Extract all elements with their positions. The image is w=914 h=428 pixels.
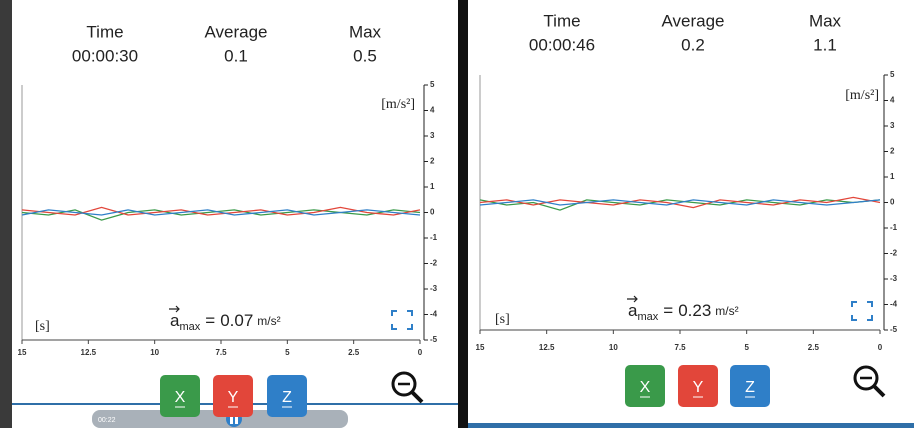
- y-tick-label: 4: [430, 106, 435, 115]
- fullscreen-icon[interactable]: [852, 302, 872, 320]
- series-button-label: Z: [745, 379, 755, 396]
- y-tick-label: -2: [430, 259, 438, 268]
- y-tick-label: 4: [890, 96, 895, 105]
- stat-label: Time: [86, 22, 123, 41]
- y-tick-label: 3: [890, 121, 895, 130]
- x-tick-label: 0: [878, 343, 883, 352]
- a-max-value: 0.23: [678, 301, 711, 320]
- a-max-subscript: max: [179, 321, 200, 333]
- y-tick-label: 0: [430, 208, 435, 217]
- series-button-label: Z: [282, 389, 292, 406]
- y-tick-label: -3: [430, 284, 438, 293]
- y-tick-label: 2: [430, 157, 435, 166]
- bottom-edge: [468, 423, 914, 428]
- zoom-handle: [874, 386, 884, 396]
- a-max-subscript: max: [637, 311, 658, 323]
- page: 00:22 Time 00:00:30 Average 0.1 Max 0.5 [m/s²]…: [0, 0, 914, 428]
- stat-value: 0.5: [353, 46, 377, 65]
- y-tick-label: -4: [430, 310, 438, 319]
- x-axis-label: [s]: [495, 312, 510, 327]
- x-tick-label: 12.5: [539, 343, 555, 352]
- stat-label: Max: [349, 22, 382, 41]
- stat-value: 00:00:46: [529, 35, 595, 54]
- y-tick-label: 1: [890, 172, 895, 181]
- y-tick-label: 0: [890, 198, 895, 207]
- x-axis-label: [s]: [35, 319, 50, 334]
- stat-value: 1.1: [813, 35, 837, 54]
- a-max-unit: m/s²: [257, 314, 280, 328]
- zoom-handle: [412, 392, 422, 402]
- x-tick-label: 0: [418, 348, 423, 357]
- stat-value: 0.1: [224, 46, 248, 65]
- stat-label: Average: [661, 11, 724, 30]
- x-tick-label: 10: [609, 343, 618, 352]
- series-button-label: Y: [693, 379, 704, 396]
- y-tick-label: 1: [430, 182, 435, 191]
- stat-label: Average: [204, 22, 267, 41]
- left-edge: [0, 0, 12, 428]
- fullscreen-icon[interactable]: [392, 311, 412, 329]
- x-tick-label: 7.5: [674, 343, 686, 352]
- x-tick-label: 2.5: [348, 348, 360, 357]
- a-max-sign: =: [205, 311, 215, 330]
- y-tick-label: 2: [890, 147, 895, 156]
- y-tick-label: -2: [890, 249, 898, 258]
- x-tick-label: 2.5: [808, 343, 820, 352]
- stat-label: Time: [543, 11, 580, 30]
- x-tick-label: 7.5: [215, 348, 227, 357]
- x-tick-label: 12.5: [81, 348, 97, 357]
- divider: [458, 0, 468, 428]
- y-tick-label: -4: [890, 300, 898, 309]
- stat-label: Max: [809, 11, 842, 30]
- stat-value: 00:00:30: [72, 46, 138, 65]
- a-max-value: 0.07: [220, 311, 253, 330]
- y-axis-label: [m/s²]: [381, 97, 415, 112]
- series-button-label: X: [640, 379, 651, 396]
- y-tick-label: -5: [890, 325, 898, 334]
- y-axis-label: [m/s²]: [845, 88, 879, 103]
- y-tick-label: 5: [430, 80, 435, 89]
- y-tick-label: 5: [890, 70, 895, 79]
- y-tick-label: -3: [890, 274, 898, 283]
- a-max-unit: m/s²: [715, 304, 738, 318]
- player-time: 00:22: [98, 417, 116, 424]
- x-tick-label: 5: [285, 348, 290, 357]
- x-tick-label: 5: [744, 343, 749, 352]
- y-tick-label: -1: [430, 233, 438, 242]
- stat-value: 0.2: [681, 35, 705, 54]
- x-tick-label: 15: [476, 343, 485, 352]
- x-tick-label: 15: [18, 348, 27, 357]
- series-button-label: Y: [228, 389, 239, 406]
- series-button-label: X: [175, 389, 186, 406]
- a-max-sign: =: [663, 301, 673, 320]
- y-tick-label: 3: [430, 131, 435, 140]
- x-tick-label: 10: [150, 348, 159, 357]
- screen: 00:22 Time 00:00:30 Average 0.1 Max 0.5 [m/s²]…: [0, 0, 914, 428]
- y-tick-label: -1: [890, 223, 898, 232]
- y-tick-label: -5: [430, 335, 438, 344]
